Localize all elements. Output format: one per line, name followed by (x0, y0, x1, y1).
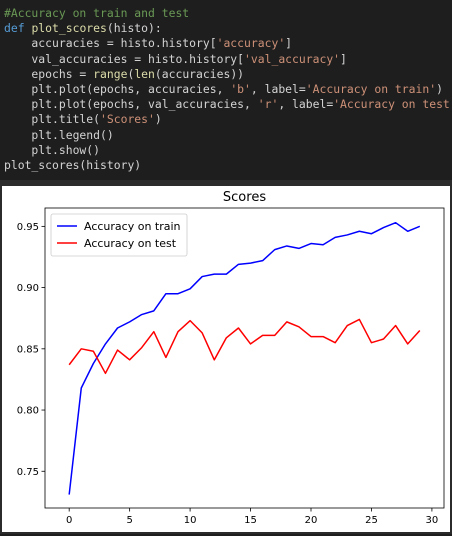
code-cell[interactable]: #Accuracy on train and test def plot_scor… (0, 0, 452, 180)
code-token: plt.legend() (4, 127, 114, 142)
code-token: val_accuracies = histo.history[ (4, 51, 245, 66)
code-token: range (93, 66, 128, 81)
code-token: (accuracies)) (154, 66, 245, 81)
code-token: plt.show() (4, 142, 101, 157)
series-line-train (68, 221, 421, 495)
code-line: accuracies = histo.history['accuracy'] (4, 36, 292, 51)
code-token: , label= (250, 82, 306, 96)
scores-figure: Scores 0 5 10 15 20 25 30 0.75 0.80 0.85 0.90 0.95 Ac… (2, 186, 450, 532)
y-tick-label: 0.85 (17, 344, 39, 355)
x-tick-label: 30 (426, 515, 439, 526)
plot-area-frame (44, 207, 445, 509)
code-token: , label= (278, 97, 334, 112)
x-tick-label: 20 (305, 515, 318, 526)
series-line-test (68, 318, 421, 375)
code-line: plt.show() (4, 143, 100, 158)
code-line: plt.legend() (4, 127, 114, 143)
legend-label: Accuracy on train (84, 220, 181, 233)
scores-chart: Scores 0 5 10 15 20 25 30 0.75 0.80 0.85 0.90 0.95 Ac… (17, 190, 445, 526)
x-tick-label: 0 (66, 515, 72, 526)
x-tick-label: 5 (126, 515, 132, 526)
code-token: 'accuracy' (216, 36, 286, 51)
code-token: ] (340, 51, 347, 66)
code-token: (histo): (106, 21, 162, 36)
code-token: ) (436, 82, 443, 96)
chart-title: Scores (223, 190, 266, 205)
code-line: plt.plot(epochs, val_accuracies, 'r', la… (4, 97, 452, 112)
code-line: epochs = range(len(accuracies)) (4, 67, 244, 82)
legend-label: Accuracy on test (84, 237, 177, 250)
y-tick-label: 0.80 (17, 406, 39, 417)
code-token: plt.plot(epochs, val_accuracies, (4, 97, 258, 112)
x-tick-label: 25 (365, 515, 378, 526)
code-token: len (134, 66, 155, 81)
code-token: 'Accuracy on test' (333, 97, 452, 112)
code-line: #Accuracy on train and test (4, 6, 189, 21)
code-token: 'Scores' (100, 112, 155, 127)
code-token: ) (154, 112, 162, 127)
code-token: #Accuracy on train and test (4, 6, 190, 20)
code-token: epochs = (4, 66, 94, 81)
y-tick-label: 0.75 (17, 467, 39, 478)
code-line: plt.title('Scores') (4, 112, 162, 127)
code-token: plt.title( (4, 112, 101, 127)
code-token: plot_scores(history) (4, 158, 142, 172)
code-token: 'b' (230, 82, 251, 96)
code-token: plot_scores (31, 21, 107, 36)
y-tick-label: 0.90 (17, 283, 39, 294)
x-tick-label: 10 (184, 515, 197, 526)
y-tick-label: 0.95 (17, 222, 39, 233)
code-token: 'Accuracy on train' (305, 82, 437, 96)
code-token: 'val_accuracy' (244, 51, 341, 66)
code-token: accuracies = histo.history[ (4, 36, 217, 51)
code-line: val_accuracies = histo.history['val_accu… (4, 51, 347, 67)
code-token: ] (285, 36, 293, 51)
code-token: ( (127, 66, 135, 81)
code-line: plot_scores(history) (4, 158, 141, 173)
code-token: def (4, 21, 32, 36)
code-token: 'r' (257, 97, 279, 112)
code-line: def plot_scores(histo): (4, 21, 162, 36)
code-line: plt.plot(epochs, accuracies, 'b', label=… (4, 82, 443, 97)
legend-box (50, 213, 188, 257)
x-tick-label: 15 (244, 515, 257, 526)
code-token: plt.plot(epochs, accuracies, (4, 82, 231, 96)
